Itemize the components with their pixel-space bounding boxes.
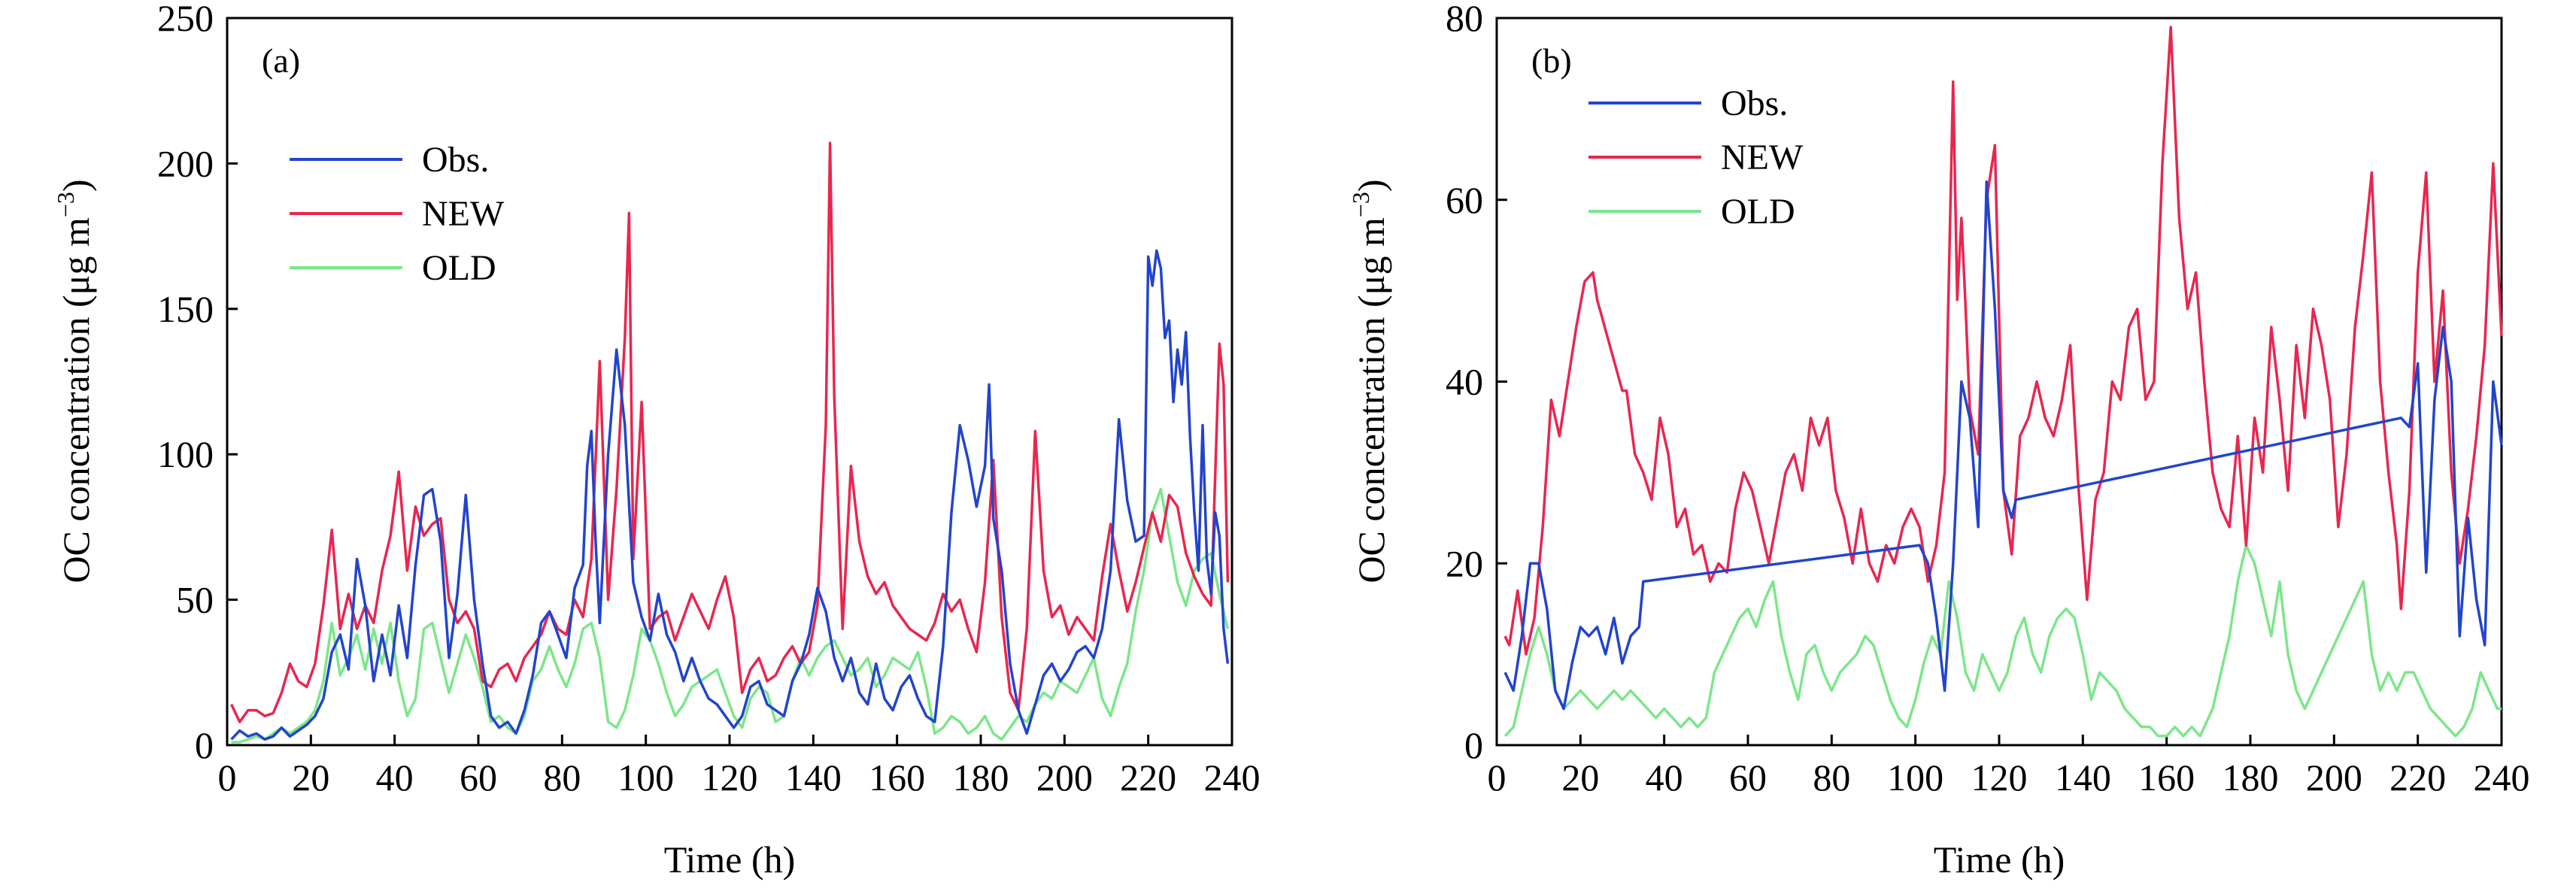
panel-a-legend-label-obs: Obs. — [422, 140, 489, 180]
panel-b-y-tick-label-0: 0 — [1464, 724, 1483, 766]
panel-b-y-tick-label-2: 40 — [1446, 361, 1483, 403]
panel-b-series-new-line — [1503, 26, 2503, 656]
panel-b-legend: Obs. NEW OLD — [1588, 83, 1804, 232]
panel-a-x-tick-label-0: 0 — [218, 756, 237, 799]
panel-b-y-axis-label-main: OC concentration (μg m — [1350, 217, 1392, 583]
panel-b-y-tick-label-1: 20 — [1446, 542, 1483, 584]
panel-b-y-tick-label-3: 60 — [1446, 179, 1483, 221]
panel-b-series-obs-line — [1503, 180, 2503, 711]
panel-b-x-tick-label-5: 100 — [1887, 756, 1943, 799]
panel-b-x-ticks: 0 20 40 60 80 100 120 140 160 180 200 220 240 — [1488, 735, 2530, 799]
panel-b-x-tick-label-6: 120 — [1971, 756, 2028, 799]
panel-b-y-axis-label-sup: −3 — [1347, 192, 1374, 217]
panel-a-x-tick-label-10: 200 — [1036, 756, 1093, 799]
panel-a-x-tick-label-1: 20 — [292, 756, 329, 799]
panel-a-y-axis-label-close: ) — [55, 179, 97, 192]
panel-a-x-tick-label-4: 80 — [543, 756, 581, 799]
panel-b-x-tick-label-7: 140 — [2055, 756, 2111, 799]
panel-a-legend: Obs. NEW OLD — [290, 140, 505, 288]
panel-b-x-tick-label-1: 20 — [1561, 756, 1599, 799]
panel-a-legend-label-new: NEW — [422, 194, 505, 234]
panel-a-y-axis-label-main: OC concentration (μg m — [55, 217, 97, 583]
panel-a-series-new-line — [230, 141, 1230, 723]
panel-a-x-tick-label-3: 60 — [460, 756, 497, 799]
panel-a-y-tick-label-1: 50 — [176, 579, 214, 621]
panel-b-x-tick-label-3: 60 — [1729, 756, 1767, 799]
panel-b-x-tick-label-0: 0 — [1488, 756, 1506, 799]
panel-a-label: (a) — [262, 41, 300, 80]
panel-a-series-obs-line — [230, 249, 1230, 741]
panel-b-x-tick-label-11: 220 — [2389, 756, 2446, 799]
panel-a-y-axis-label: OC concentration (μg m−3) — [52, 179, 97, 583]
panel-a-series-old-line — [231, 487, 1230, 744]
panel-a-y-tick-label-0: 0 — [195, 724, 214, 766]
panel-b-x-tick-label-12: 240 — [2474, 756, 2530, 799]
panel-a-y-tick-label-2: 100 — [157, 433, 214, 475]
panel-a-y-tick-label-4: 200 — [157, 142, 214, 184]
panel-b-x-tick-label-2: 40 — [1646, 756, 1683, 799]
panel-a-y-axis-label-sup: −3 — [52, 192, 79, 217]
panel-b-series — [1503, 26, 2503, 738]
panel-b-legend-label-obs: Obs. — [1721, 83, 1788, 123]
panel-a-legend-label-old: OLD — [422, 248, 496, 288]
panel-b-y-tick-label-4: 80 — [1446, 0, 1483, 39]
panel-b-y-ticks: 0 20 40 60 80 — [1446, 0, 1507, 766]
panel-b-series-old-line — [1503, 544, 2502, 738]
panel-b-x-tick-label-10: 200 — [2306, 756, 2362, 799]
panel-b-x-tick-label-8: 160 — [2138, 756, 2195, 799]
panel-a-x-tick-label-6: 120 — [702, 756, 758, 799]
panel-b-label: (b) — [1531, 41, 1572, 80]
panel-b-legend-label-new: NEW — [1721, 138, 1804, 177]
panel-b-y-axis-label-close: ) — [1350, 179, 1392, 192]
panel-b-x-tick-label-9: 180 — [2223, 756, 2279, 799]
panel-b-x-tick-label-4: 80 — [1813, 756, 1850, 799]
panel-a-x-tick-label-2: 40 — [376, 756, 414, 799]
panel-a-x-ticks: 0 20 40 60 80 100 120 140 160 180 200 220 240 — [218, 735, 1261, 799]
panel-a-x-tick-label-5: 100 — [617, 756, 674, 799]
panel-a-y-tick-label-5: 250 — [157, 0, 214, 39]
panel-a-x-tick-label-9: 180 — [953, 756, 1009, 799]
panel-a-x-axis-label: Time (h) — [664, 838, 796, 880]
panel-a-plot-frame — [226, 17, 1233, 747]
panel-a-x-tick-label-12: 240 — [1204, 756, 1261, 799]
panel-a-x-tick-label-11: 220 — [1120, 756, 1176, 799]
panel-b-chart: 0 20 40 60 80 100 120 140 160 180 200 220 240 0 20 40 6… — [1347, 0, 2530, 880]
panel-a-series — [230, 141, 1230, 744]
panel-b-y-axis-label: OC concentration (μg m−3) — [1347, 179, 1392, 583]
panel-a-x-tick-label-7: 140 — [785, 756, 842, 799]
panel-a-chart: 0 20 40 60 80 100 120 140 160 180 200 220 240 0 50 100… — [52, 0, 1261, 880]
panel-a-x-tick-label-8: 160 — [869, 756, 925, 799]
panel-a-y-ticks: 0 50 100 150 200 250 — [157, 0, 238, 766]
panel-a-y-tick-label-3: 150 — [157, 288, 214, 330]
panel-b-x-axis-label: Time (h) — [1934, 838, 2065, 880]
panel-b-legend-label-old: OLD — [1721, 192, 1795, 232]
